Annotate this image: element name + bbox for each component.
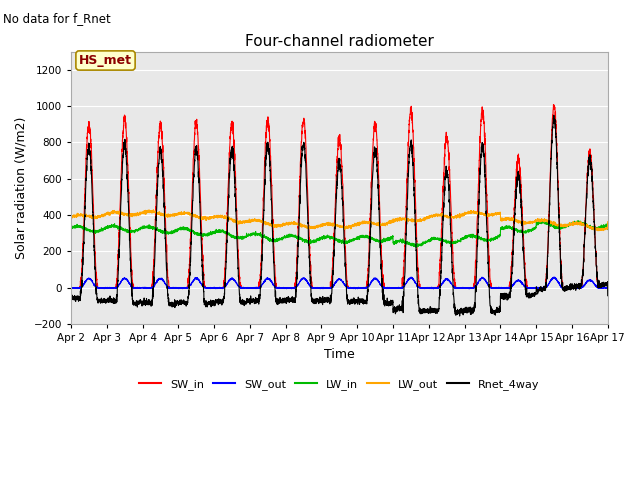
Rnet_4way bbox=[319, 296, 327, 302]
Rnet_4way bbox=[604, 293, 612, 299]
LW_in bbox=[604, 223, 611, 229]
LW_in bbox=[164, 229, 172, 235]
Rnet_4way bbox=[490, 308, 498, 314]
SW_in bbox=[604, 285, 612, 290]
Y-axis label: Solar radiation (W/m2): Solar radiation (W/m2) bbox=[15, 117, 28, 259]
Line: Rnet_4way: Rnet_4way bbox=[71, 115, 608, 316]
SW_out bbox=[430, 285, 438, 290]
LW_out bbox=[604, 226, 611, 231]
SW_in bbox=[604, 285, 611, 290]
Rnet_4way bbox=[456, 313, 463, 319]
Text: No data for f_Rnet: No data for f_Rnet bbox=[3, 12, 111, 25]
LW_out bbox=[67, 214, 75, 219]
LW_out bbox=[490, 211, 498, 217]
SW_in bbox=[319, 285, 327, 290]
Rnet_4way bbox=[550, 112, 557, 118]
LW_out bbox=[594, 228, 602, 234]
Text: HS_met: HS_met bbox=[79, 54, 132, 67]
Line: SW_in: SW_in bbox=[71, 105, 608, 288]
LW_out bbox=[150, 207, 157, 213]
SW_out bbox=[67, 286, 75, 291]
LW_out bbox=[164, 212, 172, 218]
SW_out bbox=[465, 286, 473, 292]
LW_in bbox=[67, 226, 75, 232]
Rnet_4way bbox=[460, 309, 467, 314]
LW_in bbox=[430, 235, 438, 241]
LW_out bbox=[430, 212, 438, 218]
Line: SW_out: SW_out bbox=[71, 277, 608, 289]
SW_out bbox=[460, 285, 467, 291]
LW_in bbox=[413, 245, 420, 251]
LW_in bbox=[574, 218, 582, 224]
LW_out bbox=[319, 222, 327, 228]
SW_in bbox=[490, 285, 498, 290]
SW_in bbox=[67, 285, 75, 290]
SW_out bbox=[490, 285, 498, 291]
LW_in bbox=[460, 235, 467, 240]
X-axis label: Time: Time bbox=[324, 348, 355, 361]
SW_in bbox=[430, 285, 438, 290]
Rnet_4way bbox=[430, 307, 438, 313]
SW_out bbox=[164, 284, 172, 290]
LW_out bbox=[460, 212, 467, 218]
Rnet_4way bbox=[164, 285, 172, 290]
Rnet_4way bbox=[604, 282, 611, 288]
LW_in bbox=[319, 234, 327, 240]
SW_in bbox=[550, 102, 557, 108]
Legend: SW_in, SW_out, LW_in, LW_out, Rnet_4way: SW_in, SW_out, LW_in, LW_out, Rnet_4way bbox=[134, 375, 544, 395]
LW_in bbox=[604, 227, 612, 232]
Line: LW_in: LW_in bbox=[71, 221, 608, 248]
SW_out bbox=[604, 285, 612, 290]
SW_out bbox=[604, 286, 611, 291]
LW_out bbox=[604, 219, 612, 225]
SW_out bbox=[319, 285, 327, 291]
Title: Four-channel radiometer: Four-channel radiometer bbox=[245, 34, 434, 49]
SW_in bbox=[460, 285, 467, 290]
LW_in bbox=[490, 235, 498, 241]
SW_in bbox=[164, 270, 172, 276]
Rnet_4way bbox=[67, 297, 75, 302]
SW_out bbox=[550, 274, 557, 280]
Line: LW_out: LW_out bbox=[71, 210, 608, 231]
